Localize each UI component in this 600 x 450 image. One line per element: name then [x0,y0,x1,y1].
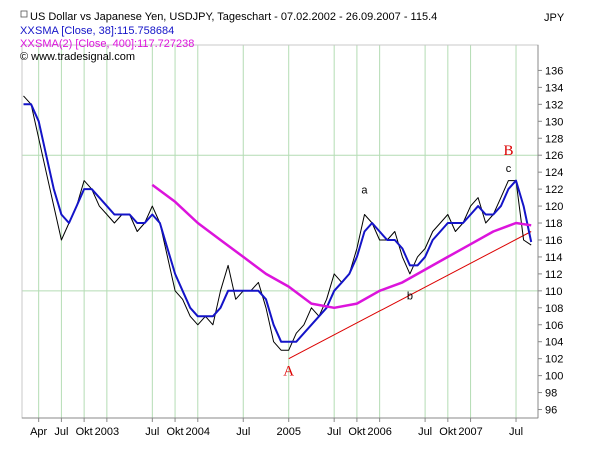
y-tick-label: 114 [545,252,563,264]
legend-item-sma400: XX SMA(2) [Close, 400]:117.727238 [20,38,194,50]
y-tick-label: 134 [545,82,563,94]
x-tick-label: 2003 [95,426,119,438]
sma38-line [23,103,533,343]
title-icon [20,10,28,18]
x-tick-label: Jul [509,426,523,438]
x-tick-label: Jul [236,426,250,438]
source-label: © www.tradesignal.com [20,51,135,63]
legend-marker-icon: XX [20,38,35,50]
x-tick-label: 2005 [276,426,300,438]
chart-title: US Dollar vs Japanese Yen, USDJPY, Tages… [30,11,437,23]
y-axis-unit-label: JPY [544,12,565,24]
y-tick-label: 132 [545,99,563,111]
y-tick-label: 118 [545,218,563,230]
y-tick-label: 106 [545,320,563,332]
y-tick-label: 110 [545,286,563,298]
x-tick-label: Jul [327,426,341,438]
grid [22,45,538,418]
x-tick-label: 2006 [367,426,391,438]
y-tick-label: 130 [545,116,563,128]
y-tick-label: 116 [545,235,563,247]
y-tick-label: 124 [545,167,563,179]
price-line [23,95,532,351]
x-tick-label: Okt [348,426,365,438]
x-tick-label: Jul [418,426,432,438]
sma400-line [151,183,532,310]
y-axis: 96 98 100 102 104 106 108 110 112 114 116 118 120 122… [537,45,563,418]
x-tick-label: Okt [439,426,456,438]
x-tick-label: Okt [166,426,183,438]
x-tick-label: Apr [30,426,47,438]
y-tick-label: 96 [545,405,557,417]
y-tick-label: 104 [545,337,563,349]
y-tick-label: 122 [545,184,563,196]
y-tick-label: 112 [545,269,563,281]
x-tick-label: 2004 [186,426,210,438]
annotations-layer: A Ba b c [283,143,513,379]
annotation-label-a: a [361,184,368,196]
y-tick-label: 136 [545,65,563,77]
legend-text: SMA [Close, 38]:115.758684 [35,25,174,37]
y-tick-label: 98 [545,388,557,400]
y-tick-label: 100 [545,371,563,383]
x-tick-label: Jul [145,426,159,438]
legend-item-sma38: XX SMA [Close, 38]:115.758684 [20,25,174,37]
x-tick-label: Jul [54,426,68,438]
x-axis: Apr Jul Okt 2003 Jul Okt 2004 Jul 2005 Jul Okt 2006… [22,417,538,438]
x-tick-label: 2007 [458,426,482,438]
y-tick-label: 120 [545,201,563,213]
legend-text: SMA(2) [Close, 400]:117.727238 [35,38,194,50]
annotation-label-B: B [503,143,513,159]
legend-marker-icon: XX [20,25,35,37]
series-layer [23,95,533,360]
annotation-label-A: A [283,364,294,380]
annotation-label-c: c [506,163,512,175]
legend: XX SMA [Close, 38]:115.758684 XX SMA(2) … [20,25,194,63]
y-tick-label: 126 [545,150,563,162]
annotation-label-b: b [407,290,413,302]
y-tick-label: 102 [545,354,563,366]
y-tick-label: 128 [545,133,563,145]
header: US Dollar vs Japanese Yen, USDJPY, Tages… [20,10,437,23]
y-tick-label: 108 [545,303,563,315]
x-tick-label: Okt [76,426,93,438]
trendline [288,231,532,360]
